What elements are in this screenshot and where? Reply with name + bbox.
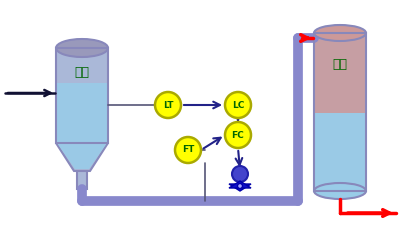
Text: 乙塔: 乙塔 <box>332 58 348 72</box>
Polygon shape <box>56 143 108 171</box>
Bar <box>56 48 108 143</box>
Circle shape <box>238 184 242 188</box>
Text: FT: FT <box>182 145 194 154</box>
Bar <box>314 113 366 191</box>
Bar <box>314 33 366 191</box>
Bar <box>314 33 366 113</box>
Polygon shape <box>229 181 251 188</box>
Circle shape <box>225 92 251 118</box>
Ellipse shape <box>56 39 108 57</box>
Bar <box>77 171 87 189</box>
Text: LC: LC <box>232 100 244 110</box>
Circle shape <box>232 166 248 182</box>
Polygon shape <box>229 184 251 191</box>
Circle shape <box>175 137 201 163</box>
Polygon shape <box>57 143 107 169</box>
Text: FC: FC <box>232 130 244 140</box>
Ellipse shape <box>314 25 366 41</box>
Ellipse shape <box>314 183 366 199</box>
Text: LT: LT <box>163 100 173 110</box>
Circle shape <box>155 92 181 118</box>
Text: 甲塔: 甲塔 <box>74 66 90 79</box>
Bar <box>314 33 366 191</box>
Bar <box>57 83 107 143</box>
Bar <box>56 48 108 143</box>
Circle shape <box>225 122 251 148</box>
